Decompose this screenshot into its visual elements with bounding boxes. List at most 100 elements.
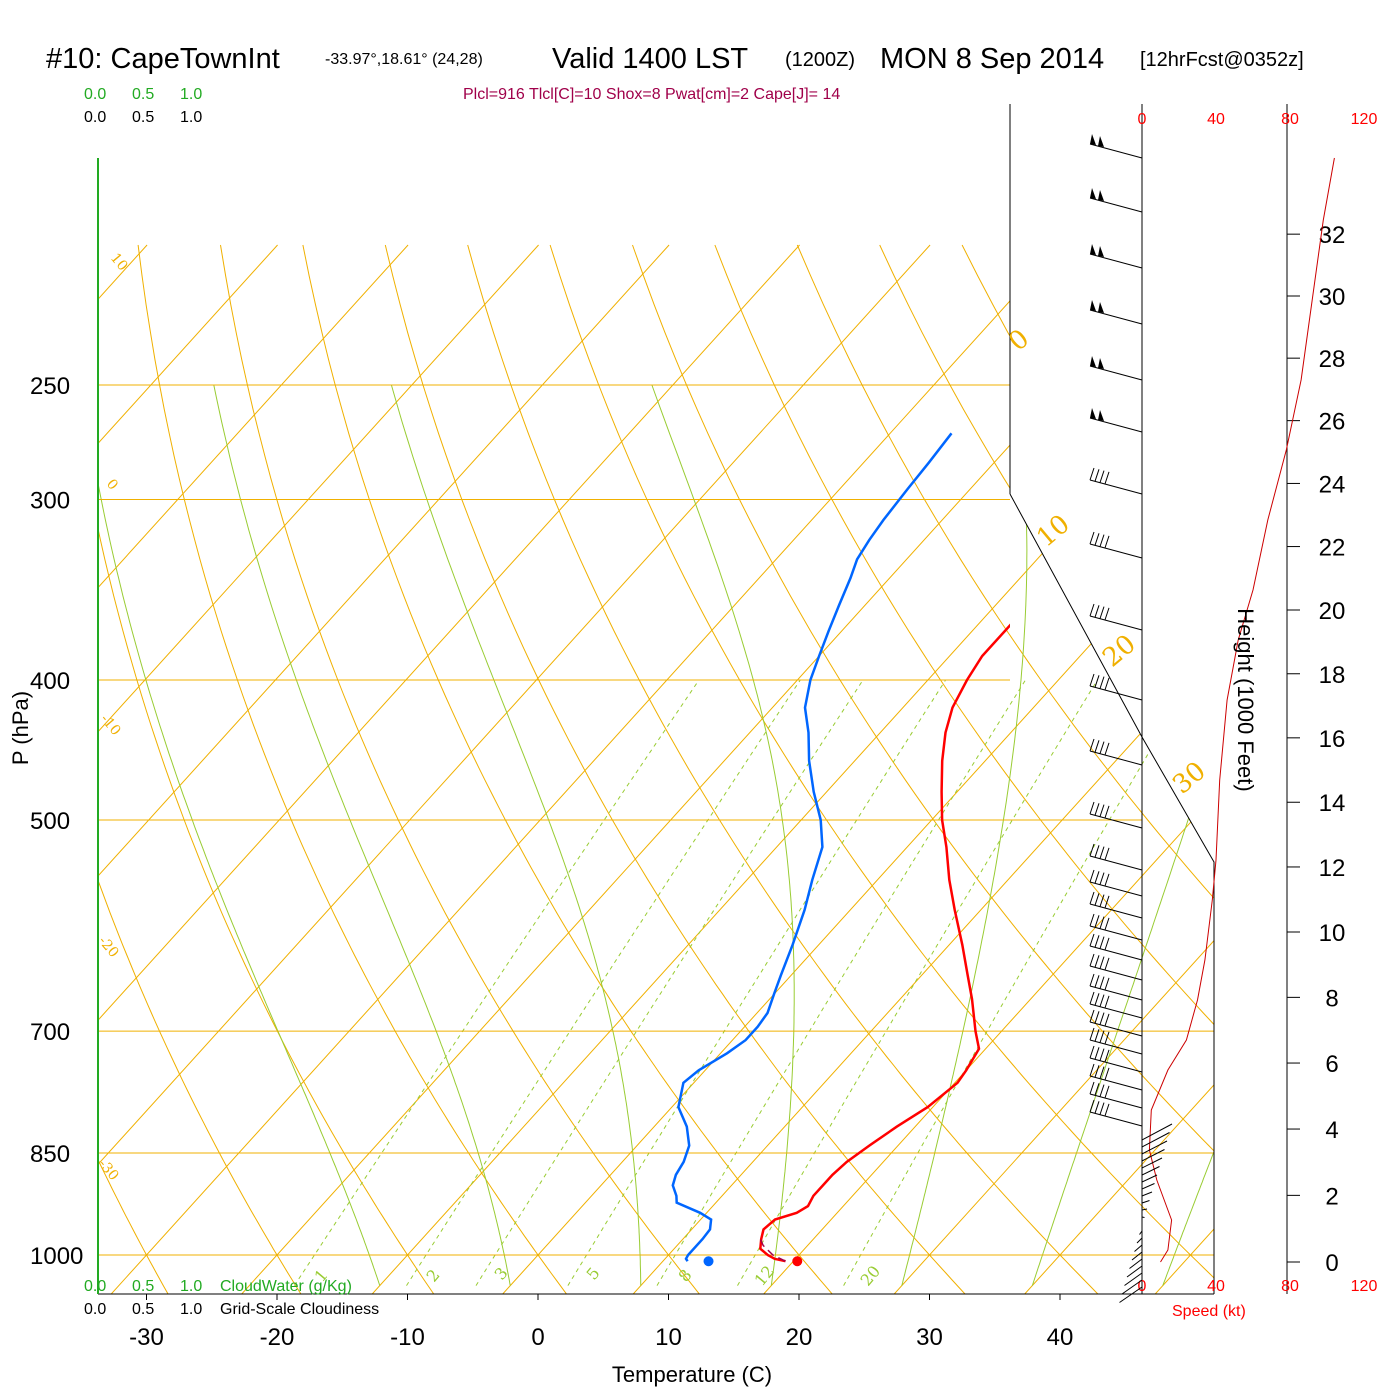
mixing-ratio-label: 5 xyxy=(583,1264,604,1284)
mixing-ratio-line xyxy=(406,679,801,1286)
y-axis-label: P (hPa) xyxy=(8,691,33,765)
x-tick-label: 0 xyxy=(531,1324,544,1351)
cloud-tick-label: 0.5 xyxy=(132,109,154,126)
dry-adiabat xyxy=(879,244,1214,1294)
speed-tick-label: 0 xyxy=(1138,111,1147,128)
wind-barb xyxy=(1141,1216,1145,1218)
height-tick-label: 26 xyxy=(1319,409,1346,436)
pressure-tick-label: 400 xyxy=(30,668,70,695)
height-tick-label: 30 xyxy=(1319,284,1346,311)
isotherm-line xyxy=(98,244,931,1294)
panel-boundary xyxy=(1009,493,1215,1294)
wind-barb xyxy=(1139,1230,1143,1235)
wind-barb xyxy=(1089,244,1143,269)
cloud-tick-label: 0.5 xyxy=(132,1278,154,1295)
x-tick-label: 40 xyxy=(1047,1324,1074,1351)
height-tick-label: 28 xyxy=(1319,346,1346,373)
height-tick-label: 24 xyxy=(1319,471,1346,498)
speed-tick-label: 40 xyxy=(1207,111,1225,128)
wind-barb xyxy=(1136,1237,1143,1244)
wind-barb xyxy=(1089,973,1143,1001)
isotherm-line xyxy=(98,244,670,1294)
pressure-tick-label: 250 xyxy=(30,373,70,400)
wind-barb xyxy=(1124,1272,1143,1286)
x-tick-label: -30 xyxy=(129,1324,164,1351)
wind-barb xyxy=(1131,1251,1143,1261)
wind-barb xyxy=(1141,1123,1173,1141)
forecast-label: [12hrFcst@0352z] xyxy=(1140,49,1304,71)
temperature-profile xyxy=(758,623,1010,1263)
dry-adiabat xyxy=(1126,244,1214,1294)
wind-barb xyxy=(1089,531,1143,559)
dry-adiabat xyxy=(467,244,1120,1294)
wind-barb xyxy=(1089,913,1143,941)
wind-barb xyxy=(1119,1286,1143,1303)
x-tick-label: 10 xyxy=(655,1324,682,1351)
height-tick-label: 12 xyxy=(1319,855,1346,882)
wind-barb xyxy=(1089,1027,1143,1055)
wind-barb xyxy=(1141,1208,1148,1211)
mixing-ratio-line xyxy=(737,679,1098,1286)
mixing-ratio-line xyxy=(293,679,700,1286)
dewpoint-profile xyxy=(671,432,953,1262)
height-tick-label: 2 xyxy=(1325,1183,1338,1210)
dry-adiabat xyxy=(714,244,1214,1294)
wind-barb xyxy=(1089,356,1143,381)
moist-adiabat xyxy=(1031,384,1214,1286)
wind-barb xyxy=(1089,467,1143,495)
isotherm-line xyxy=(874,244,1214,1294)
cloud-tick-label: 1.0 xyxy=(180,1278,202,1295)
valid-date: MON 8 Sep 2014 xyxy=(880,43,1104,75)
moist-adiabat xyxy=(98,384,381,1286)
mixing-ratio-line xyxy=(843,679,1193,1286)
wind-barb xyxy=(1089,801,1143,829)
pressure-tick-label: 850 xyxy=(30,1141,70,1168)
cloud-tick-label: 0.0 xyxy=(84,86,106,103)
cloud-tick-label: 1.0 xyxy=(180,86,202,103)
speed-tick-label: 120 xyxy=(1351,111,1378,128)
isotherm-line xyxy=(0,245,17,1315)
isotherm-line xyxy=(98,244,278,1294)
wind-barb xyxy=(1089,953,1143,981)
wind-barb xyxy=(1089,869,1143,897)
wind-barb xyxy=(1089,188,1143,213)
height-tick-label: 8 xyxy=(1325,985,1338,1012)
valid-time: Valid 1400 LST xyxy=(552,43,748,75)
isotherm-line xyxy=(1005,244,1214,1294)
indices-line: Plcl=916 Tlcl[C]=10 Shox=8 Pwat[cm]=2 Ca… xyxy=(463,86,840,103)
dry-adiabat xyxy=(1374,245,1400,1315)
speed-tick-label: 80 xyxy=(1281,1278,1299,1295)
valid-utc: (1200Z) xyxy=(785,49,855,71)
wind-barb xyxy=(1089,300,1143,325)
mixing-ratio-label: 8 xyxy=(675,1266,696,1286)
wind-barb xyxy=(1089,843,1143,871)
dry-adiabat xyxy=(98,244,449,1294)
x-tick-label: 30 xyxy=(916,1324,943,1351)
isotherm-line xyxy=(98,244,1061,1294)
cloud-tick-label: 0.0 xyxy=(84,109,106,126)
wind-barb xyxy=(1141,1166,1160,1176)
x-tick-label: -20 xyxy=(260,1324,295,1351)
height-axis-label: Height (1000 Feet) xyxy=(1233,608,1258,791)
wind-barb xyxy=(1089,933,1143,961)
dry-adiabat xyxy=(796,244,1214,1294)
pressure-tick-label: 700 xyxy=(30,1019,70,1046)
x-tick-label: -10 xyxy=(390,1324,425,1351)
moist-adiabat xyxy=(390,384,642,1286)
mixing-ratio-label: 3 xyxy=(491,1264,512,1284)
isotherm-line xyxy=(98,244,148,1294)
pressure-tick-label: 300 xyxy=(30,487,70,514)
isotherm-label: 10 xyxy=(107,250,131,274)
dry-adiabat xyxy=(549,244,1214,1294)
wind-barb xyxy=(1089,1081,1143,1109)
cloud-tick-label: 1.0 xyxy=(180,109,202,126)
wind-barb xyxy=(1141,1157,1163,1169)
station-coords: -33.97°,18.61° (24,28) xyxy=(325,51,483,68)
wind-barb xyxy=(1126,1265,1143,1278)
isotherm-line xyxy=(222,244,1192,1294)
height-tick-label: 16 xyxy=(1319,726,1346,753)
isotherm-label: -10 xyxy=(97,711,124,739)
x-tick-label: 20 xyxy=(786,1324,813,1351)
isotherm-line xyxy=(98,244,539,1294)
height-tick-label: 18 xyxy=(1319,662,1346,689)
